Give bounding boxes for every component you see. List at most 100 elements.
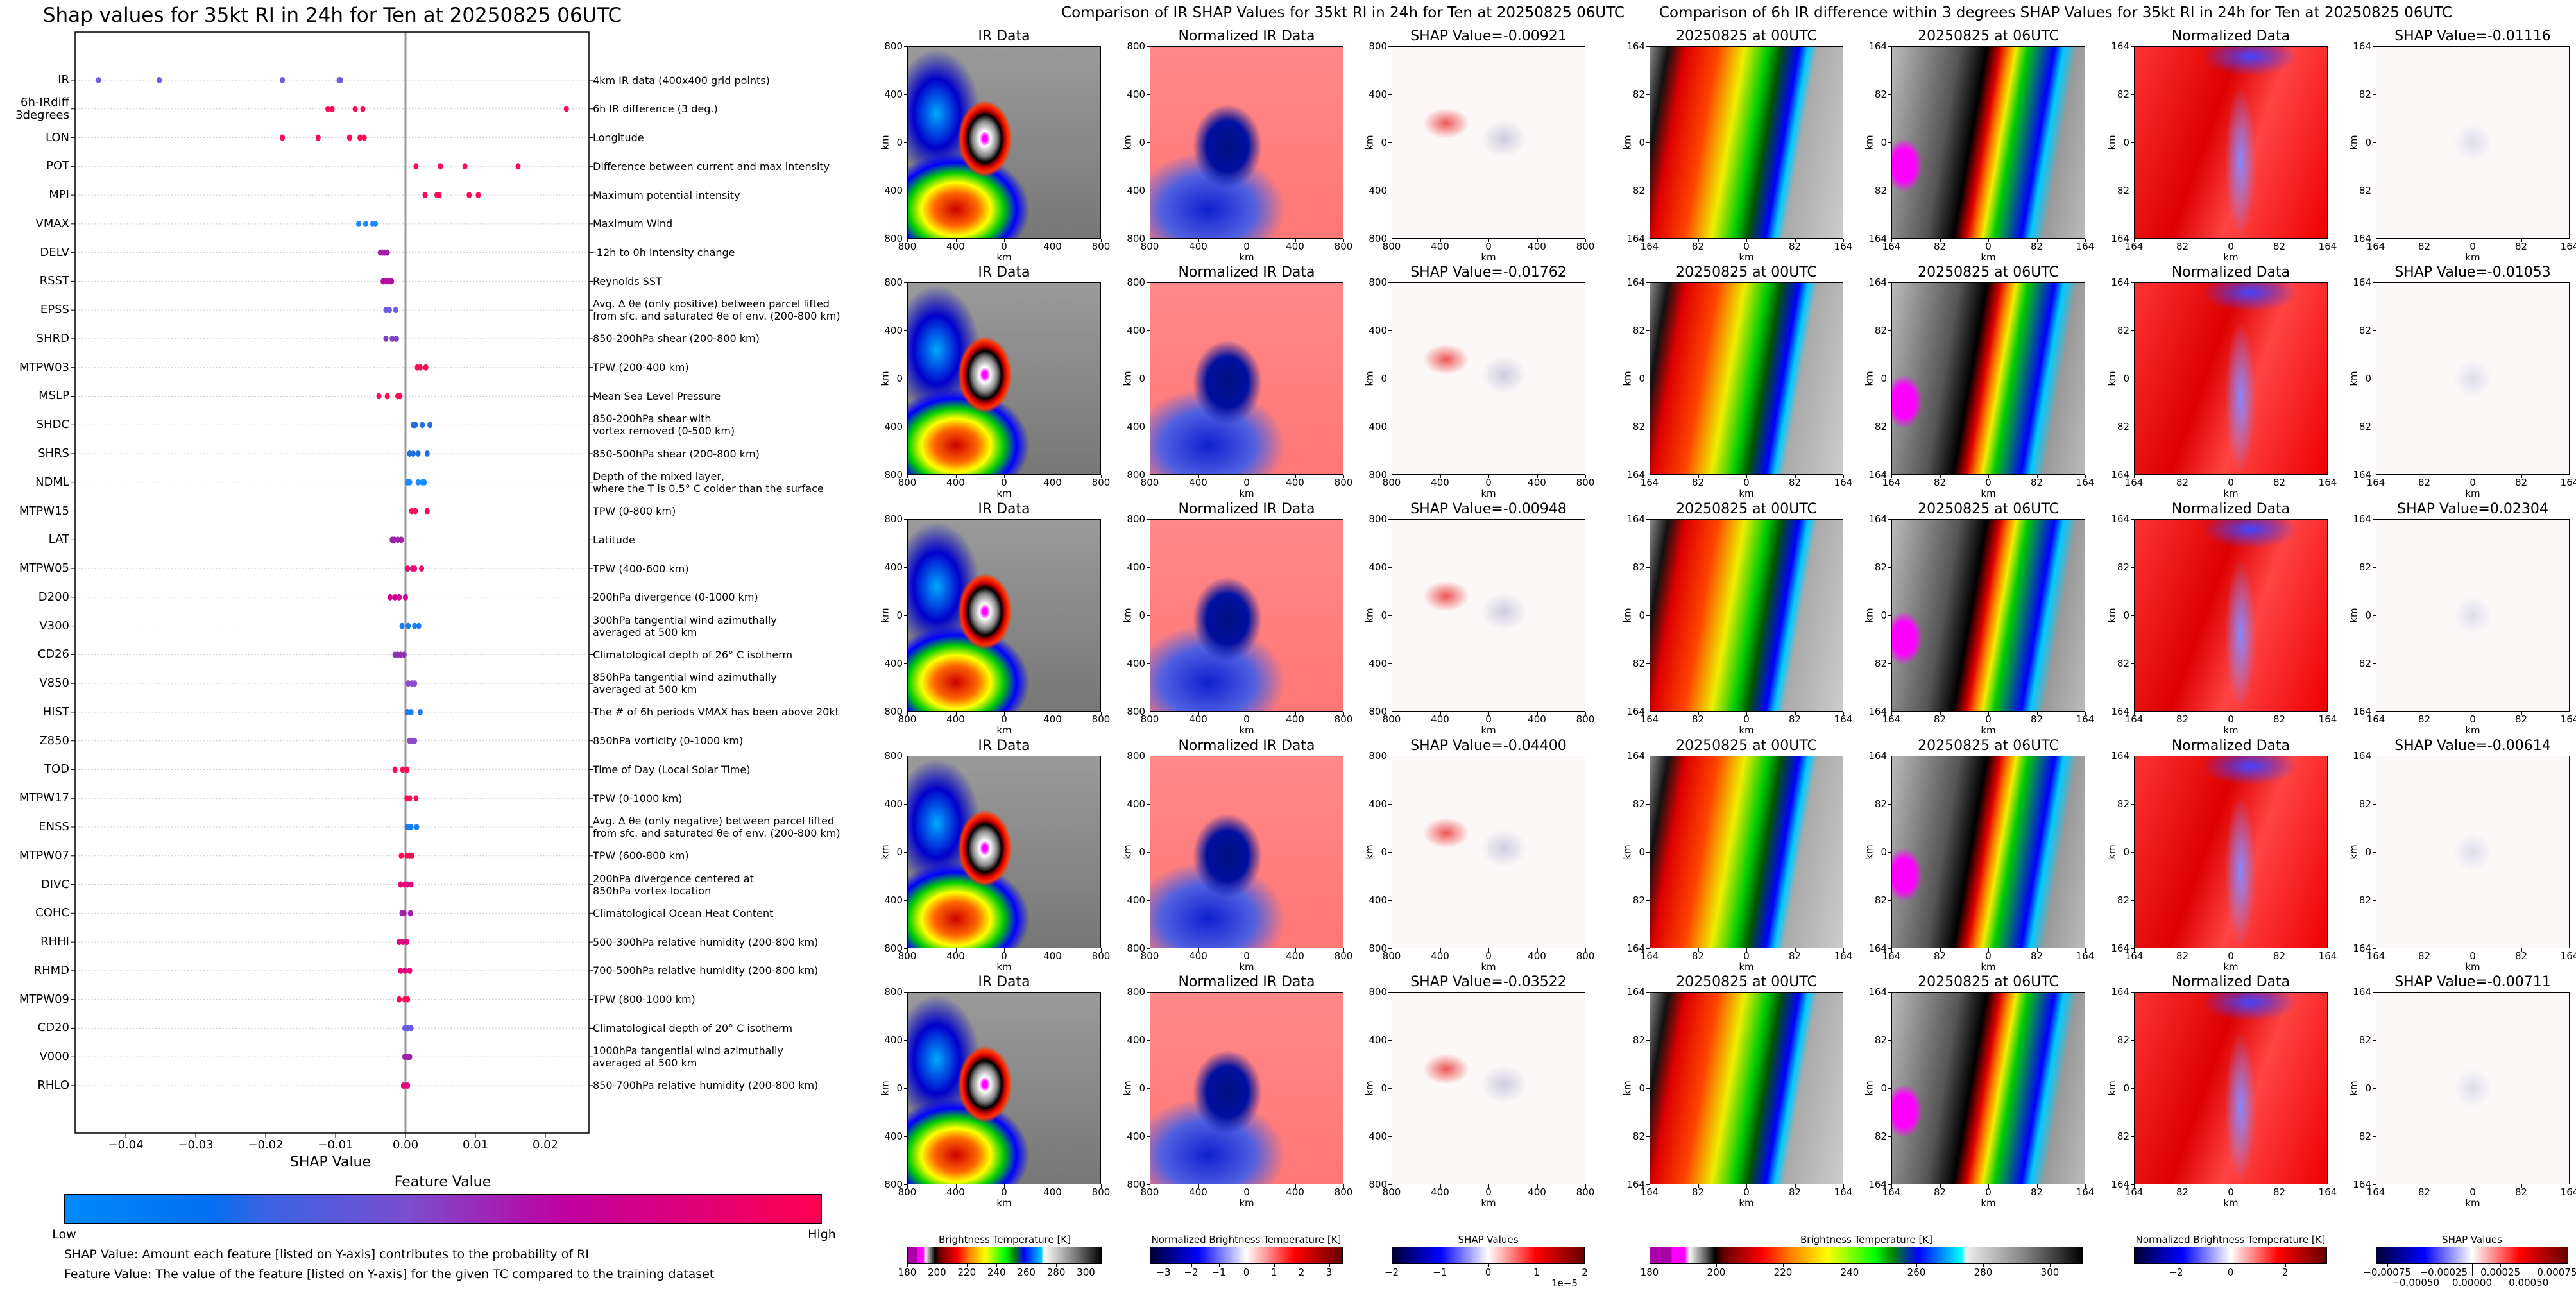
y-tick-label: 800 xyxy=(1127,1179,1145,1190)
y-tick-label: 400 xyxy=(884,894,903,906)
data-point xyxy=(96,77,101,83)
x-tick-label: 400 xyxy=(1043,713,1062,725)
colorbar-tick xyxy=(996,1264,998,1267)
x-tick-label: 82 xyxy=(1691,477,1705,488)
x-tick-label: 400 xyxy=(1189,1186,1207,1198)
y-tick xyxy=(1147,992,1150,993)
x-tick xyxy=(907,948,908,952)
y-tick-label: 164 xyxy=(2353,469,2371,481)
y-axis-unit: km xyxy=(1363,135,1376,150)
x-tick-label: 0 xyxy=(2228,950,2234,962)
x-tick-label: 400 xyxy=(946,1186,965,1198)
y-tick xyxy=(1388,1088,1392,1089)
y-tick-label: 82 xyxy=(1874,894,1887,906)
x-tick-label: 0 xyxy=(2469,241,2476,252)
y-tick xyxy=(1888,804,1891,805)
data-point xyxy=(407,967,413,974)
y-tick xyxy=(2131,1184,2134,1185)
data-point xyxy=(403,593,408,601)
data-point xyxy=(363,220,368,227)
x-tick xyxy=(1698,712,1699,715)
y-tick xyxy=(904,804,907,805)
feature-description-label: -12h to 0h Intensity change xyxy=(593,246,735,259)
x-tick-label: 0 xyxy=(1743,950,1750,962)
x-tick-label: 164 xyxy=(2318,241,2337,252)
feature-description-label: 200hPa divergence centered at xyxy=(593,872,754,885)
y-tick-label: 164 xyxy=(2111,706,2129,717)
y-tick xyxy=(2373,1040,2376,1041)
x-tick-label: 164 xyxy=(2366,477,2385,488)
x-tick xyxy=(1440,1184,1441,1188)
feature-description-label: 850-200hPa shear with xyxy=(593,413,712,425)
y-tick-label: 800 xyxy=(1127,233,1145,244)
data-point xyxy=(408,708,414,715)
y-tick xyxy=(1147,663,1150,664)
x-axis-unit: km xyxy=(1739,724,1754,736)
colorbar-tick-label: 180 xyxy=(898,1267,917,1278)
y-tick-label: 400 xyxy=(1369,561,1387,573)
y-tick xyxy=(904,94,907,95)
y-tick-label: 800 xyxy=(884,513,903,525)
x-axis-unit: km xyxy=(1739,1197,1754,1209)
x-tick-label: 400 xyxy=(946,950,965,962)
x-tick xyxy=(1940,1184,1941,1188)
feature-name-label: MPI xyxy=(49,188,69,202)
x-tick-label: 0 xyxy=(2469,1186,2476,1198)
y-tick-label: 164 xyxy=(2353,750,2371,762)
y-tick xyxy=(2131,94,2134,95)
feature-name-label: CD26 xyxy=(37,647,69,662)
x-tick-label: 82 xyxy=(1933,713,1947,725)
y-tick-label: 0 xyxy=(896,373,903,384)
data-point xyxy=(325,105,331,112)
x-tick-label: 400 xyxy=(1189,477,1207,488)
colorbar-tick xyxy=(2387,1264,2388,1267)
data-point xyxy=(412,680,418,687)
x-tick-label: 82 xyxy=(2273,950,2286,962)
y-tick xyxy=(1646,519,1650,520)
y-tick xyxy=(1147,142,1150,143)
x-tick-label: 400 xyxy=(1286,1186,1304,1198)
y-tick-label: 164 xyxy=(2111,233,2129,244)
data-point xyxy=(427,422,433,429)
y-tick-label: 0 xyxy=(1639,137,1645,148)
x-tick xyxy=(1343,1184,1344,1188)
y-tick-label: 0 xyxy=(2365,610,2371,621)
x-tick xyxy=(2036,475,2038,478)
data-point xyxy=(376,393,382,400)
y-axis-unit: km xyxy=(1863,844,1875,860)
x-tick xyxy=(1101,948,1102,952)
x-tick xyxy=(1988,1184,1989,1188)
x-tick-label: 164 xyxy=(2366,1186,2385,1198)
panel-title: Normalized IR Data xyxy=(1178,28,1315,44)
colorbar-tick-label: 0 xyxy=(1485,1267,1492,1278)
y-tick-label: 82 xyxy=(1874,325,1887,336)
feature-description-label: Latitude xyxy=(593,533,635,546)
x-tick-label: 82 xyxy=(2418,1186,2431,1198)
ir-section-title: Comparison of IR SHAP Values for 35kt RI… xyxy=(1061,4,1625,21)
x-tick-label: 0 xyxy=(2228,477,2234,488)
y-tick xyxy=(1646,852,1650,853)
y-tick-label: 800 xyxy=(884,277,903,288)
x-tick-label: 0 xyxy=(1985,713,1992,725)
y-tick-label: 82 xyxy=(2117,421,2129,432)
y-tick xyxy=(2131,948,2134,949)
x-tick-label: 800 xyxy=(1576,241,1595,252)
x-tick-label: 0 xyxy=(1485,477,1492,488)
x-tick-label: 400 xyxy=(1189,241,1207,252)
feature-name-label: LON xyxy=(45,130,69,144)
y-tick-label: 82 xyxy=(1632,658,1645,669)
x-tick-label: 0 xyxy=(1243,477,1250,488)
y-tick-label: 800 xyxy=(1127,469,1145,481)
x-tick-label: 0 xyxy=(2469,477,2476,488)
feature-description-label: TPW (600-800 km) xyxy=(593,849,689,862)
y-tick-label: 164 xyxy=(2353,233,2371,244)
colorbar-tick-label: −2 xyxy=(2169,1267,2183,1278)
panel-title: Normalized Data xyxy=(2171,501,2290,517)
y-tick-label: 82 xyxy=(2117,1034,2129,1046)
data-point xyxy=(393,307,398,314)
data-point xyxy=(389,278,395,285)
y-tick xyxy=(1888,282,1891,283)
x-tick xyxy=(955,1184,957,1188)
colorbar-tick xyxy=(907,1264,908,1267)
x-tick-label: 800 xyxy=(1382,241,1401,252)
